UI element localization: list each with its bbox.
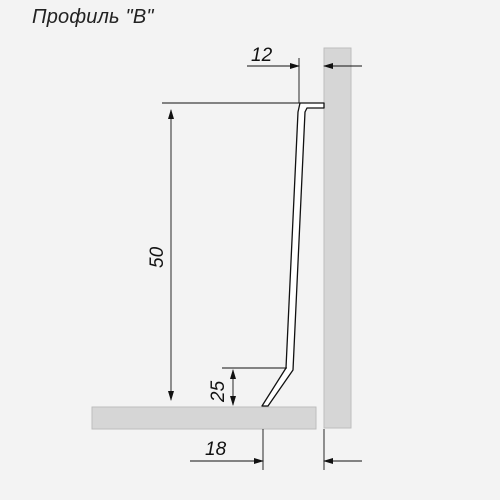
profile-shape — [261, 102, 325, 407]
height-label: 50 — [147, 246, 168, 268]
floor — [91, 406, 317, 430]
top-width-label: 12 — [251, 45, 273, 66]
foot-height-label: 25 — [208, 380, 229, 403]
foot-offset-label: 18 — [205, 439, 227, 460]
drawing-title: Профиль "B" — [32, 6, 154, 28]
wall — [323, 47, 352, 429]
